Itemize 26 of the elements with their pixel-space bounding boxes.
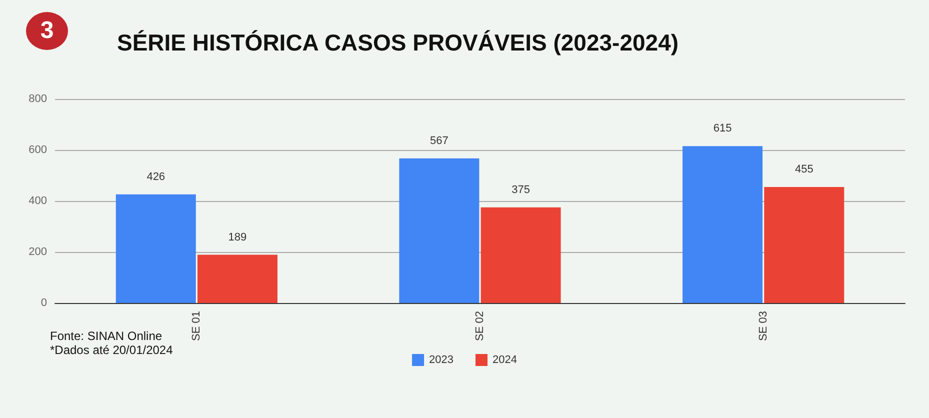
data-label: 455: [794, 163, 814, 176]
y-tick-label: 600: [28, 144, 47, 156]
y-tick-label: 200: [28, 246, 47, 258]
y-tick-label: 0: [40, 297, 47, 309]
chart-title: SÉRIE HISTÓRICA CASOS PROVÁVEIS (2023-2024): [117, 30, 679, 56]
data-label: 567: [430, 134, 448, 147]
badge-circle: 3: [26, 12, 68, 50]
bar: [399, 158, 480, 303]
data-label: 615: [713, 122, 732, 135]
bar: [764, 186, 844, 303]
legend-label: 2024: [492, 354, 517, 366]
bar: [197, 254, 278, 303]
bar: [682, 146, 763, 303]
bar: [480, 207, 561, 303]
legend-label: 2023: [429, 354, 454, 366]
text: *Dados até 20/01/2024: [50, 343, 174, 357]
data-label: 375: [512, 184, 530, 196]
bar: [116, 194, 196, 303]
source-note: Fonte: SINAN Online: [50, 329, 162, 343]
y-tick-label: 800: [28, 93, 47, 105]
data-label: 189: [228, 231, 247, 244]
x-tick-label: SE 02: [474, 311, 486, 341]
x-tick-label: SE 01: [190, 311, 203, 341]
x-tick-label: SE 03: [757, 311, 770, 341]
y-tick-label: 400: [28, 195, 47, 207]
data-label: 426: [146, 170, 166, 183]
